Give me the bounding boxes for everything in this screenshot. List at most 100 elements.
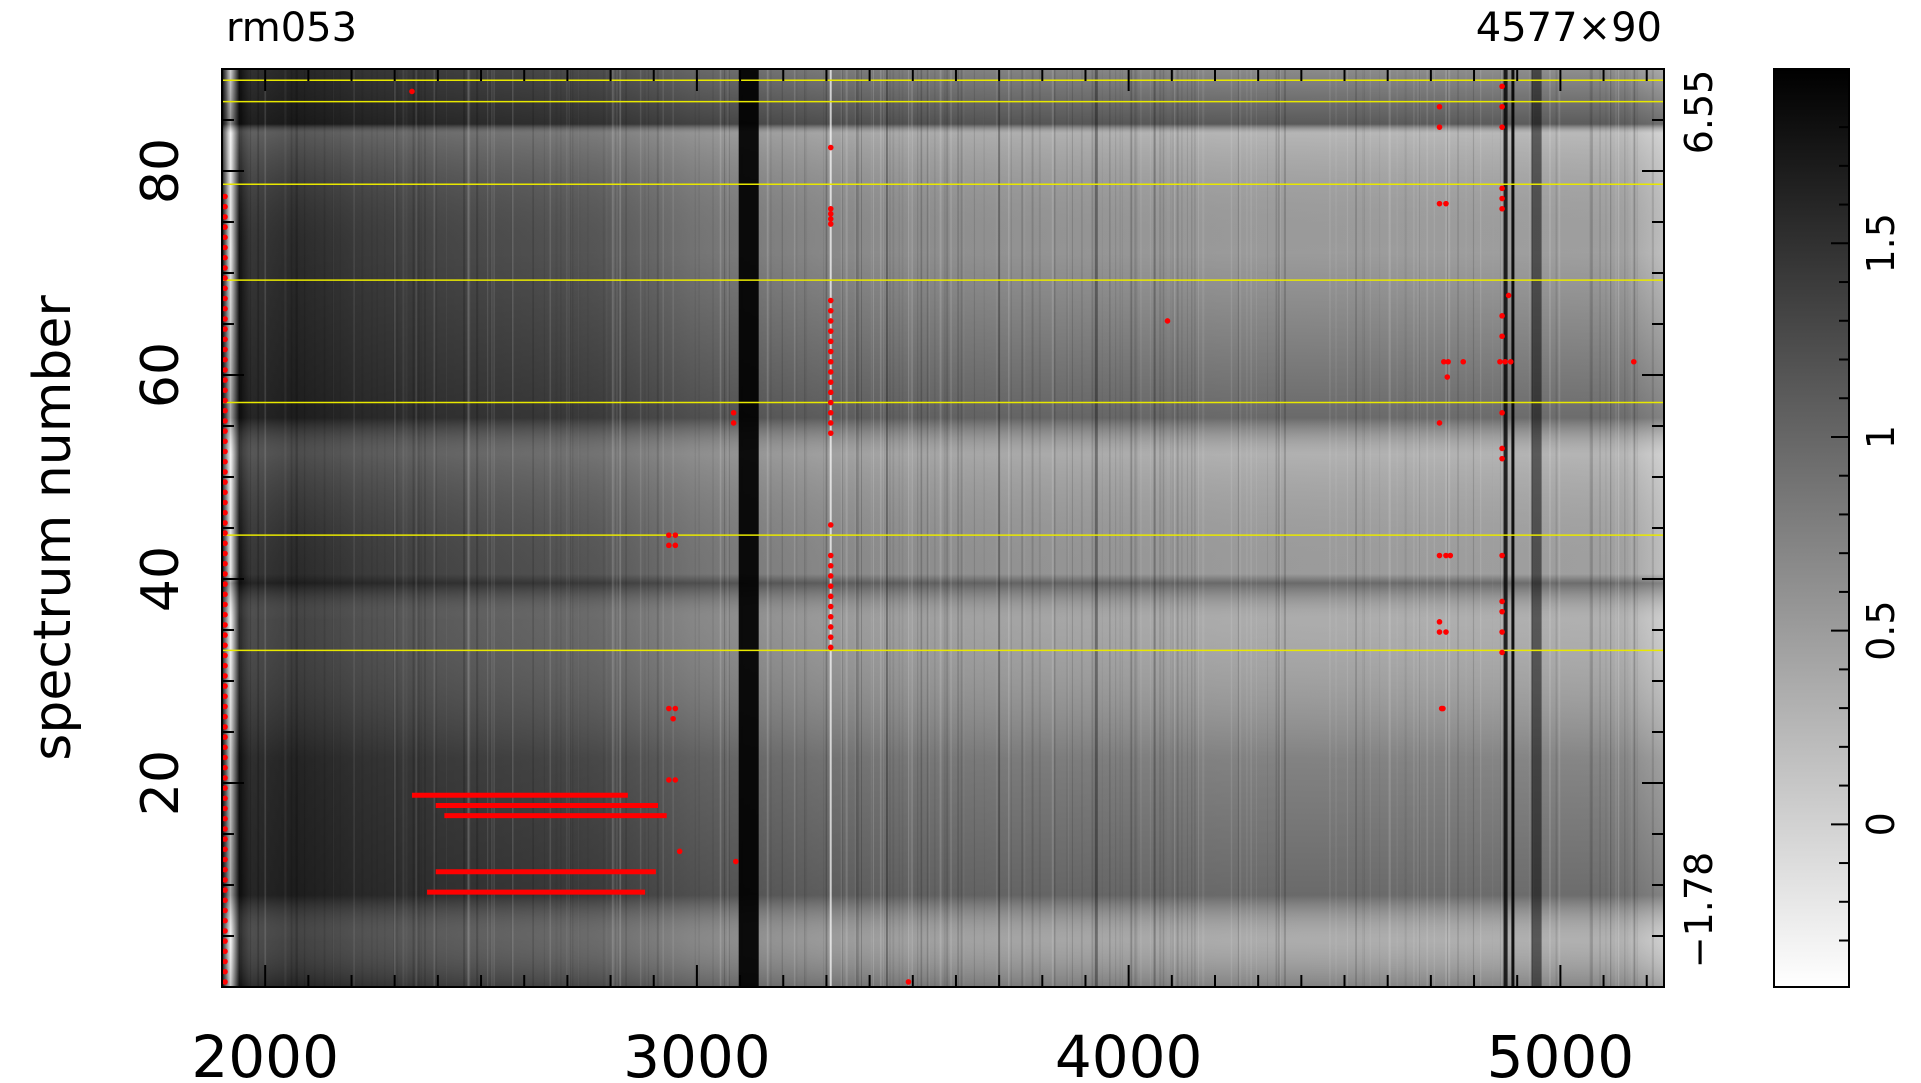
red-point <box>222 652 228 659</box>
texture-line <box>719 69 722 987</box>
red-point <box>222 836 228 842</box>
texture-line <box>841 69 843 987</box>
yellow-separator-lines <box>222 79 1664 652</box>
texture-line <box>549 69 552 987</box>
texture-line <box>1624 69 1627 987</box>
texture-line <box>889 69 891 987</box>
dark-spectral-line <box>1531 69 1542 987</box>
texture-line <box>1500 69 1503 987</box>
texture-line <box>805 69 808 987</box>
red-point <box>222 530 228 536</box>
red-point <box>1436 420 1443 426</box>
red-point <box>1447 552 1454 559</box>
red-point <box>827 328 834 334</box>
texture-line <box>1165 69 1167 987</box>
red-point <box>1499 608 1505 615</box>
red-point <box>1499 83 1505 90</box>
texture-line <box>284 69 287 987</box>
vertical-spectral-lines <box>222 69 1654 987</box>
texture-line <box>929 69 930 987</box>
texture-line <box>1278 69 1280 987</box>
texture-line <box>1170 69 1172 987</box>
texture-line <box>911 69 913 987</box>
texture-line <box>1445 69 1447 987</box>
texture-line <box>1419 69 1421 987</box>
texture-line <box>917 69 919 987</box>
red-point <box>222 622 228 628</box>
texture-line <box>257 69 259 987</box>
texture-line <box>1131 69 1133 987</box>
texture-line <box>883 69 885 987</box>
texture-line <box>1172 69 1174 987</box>
red-point <box>222 254 228 261</box>
red-point <box>222 489 228 496</box>
red-point <box>222 275 228 281</box>
texture-line <box>1186 69 1188 987</box>
texture-line <box>1038 69 1041 987</box>
red-point <box>222 407 228 414</box>
red-point <box>222 785 228 791</box>
red-point <box>222 244 228 251</box>
red-point <box>1497 358 1503 365</box>
texture-line <box>1162 69 1165 987</box>
texture-line <box>1472 69 1475 987</box>
texture-line <box>1140 69 1142 987</box>
red-point <box>1499 629 1505 635</box>
red-point <box>222 958 228 965</box>
red-point <box>676 848 683 855</box>
texture-line <box>884 69 887 987</box>
red-point <box>1436 552 1443 559</box>
texture-line <box>1283 69 1286 987</box>
texture-line <box>1067 69 1069 987</box>
red-point <box>827 297 834 304</box>
texture-line <box>898 69 900 987</box>
red-point <box>827 430 834 436</box>
texture-line <box>614 69 616 987</box>
red-point <box>222 744 228 751</box>
red-point <box>222 887 228 893</box>
red-point <box>222 326 228 332</box>
texture-line <box>396 69 399 987</box>
texture-line <box>333 69 334 987</box>
red-point <box>827 624 834 630</box>
red-point <box>222 662 228 669</box>
texture-line <box>1618 69 1620 987</box>
texture-line <box>625 69 627 987</box>
texture-line <box>467 69 469 987</box>
texture-line <box>1135 69 1138 987</box>
red-point <box>222 713 228 720</box>
texture-line <box>606 69 608 987</box>
texture-line <box>1589 69 1592 987</box>
texture-line <box>883 69 885 987</box>
red-point <box>1499 195 1505 202</box>
dark-spectral-line <box>1503 69 1508 987</box>
texture-line <box>394 69 397 987</box>
red-point <box>827 379 834 385</box>
texture-line <box>510 69 512 987</box>
red-point <box>1460 358 1467 365</box>
texture-line <box>238 69 241 987</box>
red-point <box>732 858 739 865</box>
red-point <box>409 88 415 95</box>
texture-line <box>1335 69 1337 987</box>
texture-line <box>1558 69 1561 987</box>
red-point <box>1499 409 1505 416</box>
texture-line <box>512 69 514 987</box>
red-point <box>1505 292 1512 299</box>
red-point <box>222 764 228 771</box>
texture-line <box>418 69 420 987</box>
texture-line <box>1080 69 1083 987</box>
red-point <box>222 428 228 434</box>
texture-line <box>1159 69 1162 987</box>
red-point <box>222 356 228 363</box>
texture-line <box>615 69 618 987</box>
red-point <box>222 520 228 526</box>
texture-line <box>1010 69 1012 987</box>
red-point <box>222 509 228 516</box>
red-point <box>827 420 834 426</box>
red-point <box>1630 358 1637 365</box>
dark-spectral-line <box>1153 69 1156 987</box>
red-point <box>222 866 228 873</box>
texture-line <box>602 69 605 987</box>
red-point <box>222 826 228 832</box>
